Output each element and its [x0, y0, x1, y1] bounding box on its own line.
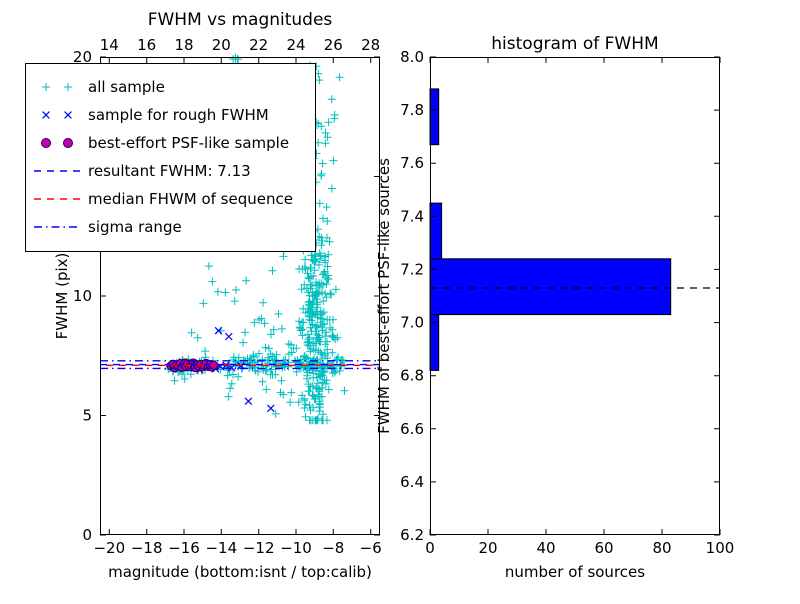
x-marker-icon — [42, 111, 50, 119]
x-marker-icon — [64, 111, 72, 119]
svg-text:16: 16 — [137, 36, 156, 54]
svg-text:−16: −16 — [168, 539, 200, 557]
histogram-bars — [429, 88, 672, 371]
svg-text:−10: −10 — [280, 539, 312, 557]
svg-text:7.8: 7.8 — [400, 101, 424, 119]
right-plot-ytick-labels: 6.2 6.4 6.6 6.8 7.0 7.2 7.4 7.6 7.8 8.0 — [400, 48, 424, 544]
circle-marker-icon — [41, 138, 51, 148]
svg-text:40: 40 — [536, 539, 555, 557]
left-plot-ylabel: FWHM (pix) — [53, 253, 71, 340]
right-plot-xlabel: number of sources — [505, 563, 645, 581]
svg-text:20: 20 — [478, 539, 497, 557]
svg-text:7.6: 7.6 — [400, 154, 424, 172]
svg-text:10: 10 — [73, 287, 92, 305]
legend-entry: resultant FWHM: 7.13 — [34, 162, 251, 180]
svg-text:8.0: 8.0 — [400, 48, 424, 66]
histogram-bar — [429, 88, 440, 146]
legend-entry: best-effort PSF-like sample — [41, 134, 289, 152]
svg-text:60: 60 — [594, 539, 613, 557]
circle-marker-icon — [63, 138, 73, 148]
plus-marker-icon — [64, 83, 72, 91]
legend-entry: all sample — [42, 78, 165, 96]
svg-text:−12: −12 — [243, 539, 275, 557]
legend-entry-label: sigma range — [88, 218, 182, 236]
left-plot-xlabel: magnitude (bottom:isnt / top:calib) — [108, 563, 372, 581]
legend-entry-label: sample for rough FWHM — [88, 106, 269, 124]
svg-text:−8: −8 — [322, 539, 344, 557]
svg-text:6.8: 6.8 — [400, 367, 424, 385]
svg-text:20: 20 — [73, 48, 92, 66]
left-plot-top-tick-labels: 14 16 18 20 22 24 26 28 — [100, 36, 380, 54]
svg-text:22: 22 — [249, 36, 268, 54]
svg-text:6.4: 6.4 — [400, 473, 424, 491]
svg-text:20: 20 — [212, 36, 231, 54]
histogram-bar — [429, 202, 443, 260]
svg-text:7.4: 7.4 — [400, 207, 424, 225]
svg-text:0: 0 — [82, 526, 92, 544]
svg-text:0: 0 — [425, 539, 435, 557]
svg-text:−20: −20 — [93, 539, 125, 557]
svg-text:−6: −6 — [360, 539, 382, 557]
svg-text:−18: −18 — [131, 539, 163, 557]
svg-text:14: 14 — [100, 36, 119, 54]
legend-entry-label: median FHWM of sequence — [88, 190, 293, 208]
svg-text:5: 5 — [82, 407, 92, 425]
legend-entry-label: all sample — [88, 78, 165, 96]
svg-text:80: 80 — [652, 539, 671, 557]
svg-text:100: 100 — [706, 539, 735, 557]
svg-text:26: 26 — [324, 36, 343, 54]
legend-box — [25, 63, 316, 252]
right-plot-xtick-labels: 0 20 40 60 80 100 — [425, 539, 734, 557]
svg-text:28: 28 — [361, 36, 380, 54]
right-plot-title: histogram of FWHM — [491, 34, 658, 54]
svg-text:18: 18 — [174, 36, 193, 54]
legend-entry: sample for rough FWHM — [42, 106, 269, 124]
legend: all sample sample for rough FWHM best-effo… — [25, 63, 316, 252]
plus-marker-icon — [42, 83, 50, 91]
legend-entry: median FHWM of sequence — [34, 190, 293, 208]
legend-entry-label: resultant FWHM: 7.13 — [88, 162, 251, 180]
left-plot-axes — [100, 57, 380, 535]
legend-entry-label: best-effort PSF-like sample — [88, 134, 289, 152]
svg-text:7.2: 7.2 — [400, 260, 424, 278]
svg-text:7.0: 7.0 — [400, 314, 424, 332]
left-plot-title: FWHM vs magnitudes — [148, 10, 333, 30]
svg-text:6.2: 6.2 — [400, 526, 424, 544]
svg-text:24: 24 — [286, 36, 305, 54]
svg-text:6.6: 6.6 — [400, 420, 424, 438]
histogram-bar — [429, 258, 672, 316]
legend-entry: sigma range — [34, 218, 182, 236]
right-plot-axes — [430, 57, 720, 535]
svg-text:−14: −14 — [205, 539, 237, 557]
left-plot-xtick-labels: −20 −18 −16 −14 −12 −10 −8 −6 — [93, 539, 381, 557]
right-plot-ylabel: FWHM of best-effort PSF-like sources — [375, 158, 393, 434]
